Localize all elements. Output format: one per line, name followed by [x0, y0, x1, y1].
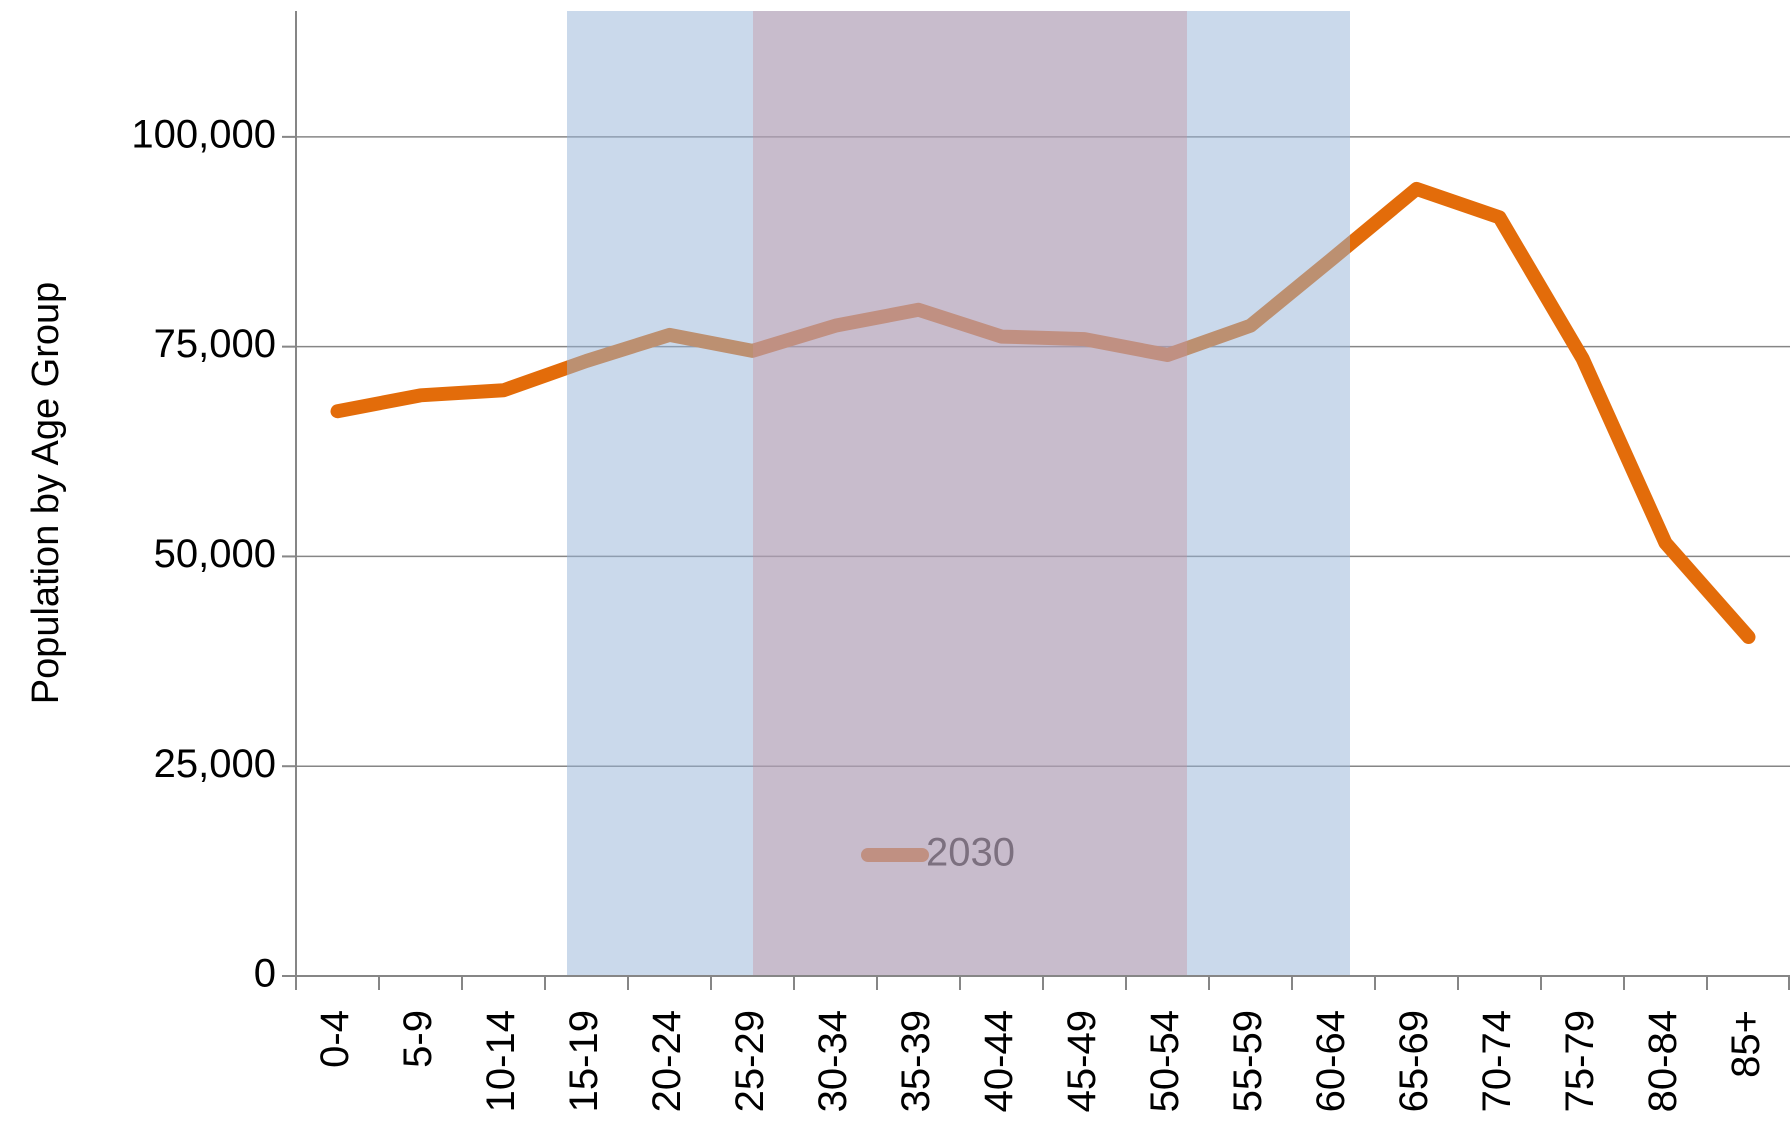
x-tick-label: 65-69	[1392, 1010, 1436, 1112]
highlight-band	[753, 11, 1187, 976]
x-tick-label: 45-49	[1060, 1010, 1104, 1112]
x-tick-label: 50-54	[1143, 1010, 1187, 1112]
x-tick-label: 35-39	[894, 1010, 938, 1112]
x-tick-label: 40-44	[977, 1010, 1021, 1112]
x-tick-label: 75-79	[1558, 1010, 1602, 1112]
x-tick-label: 30-34	[811, 1010, 855, 1112]
x-tick-label: 15-19	[562, 1010, 606, 1112]
x-tick-label: 85+	[1724, 1010, 1768, 1078]
y-tick-label: 25,000	[154, 742, 276, 786]
x-tick-label: 5-9	[396, 1010, 440, 1068]
y-tick-label: 75,000	[154, 322, 276, 366]
x-tick-label: 70-74	[1475, 1010, 1519, 1112]
axes-layer: 0 25,000 50,000 75,000 100,000 0-4 5-9 10-14 15-…	[131, 11, 1790, 1112]
x-tick-label: 0-4	[313, 1010, 357, 1068]
x-tick-label: 25-29	[728, 1010, 772, 1112]
x-tick-label: 20-24	[645, 1010, 689, 1112]
x-tick-label: 60-64	[1309, 1010, 1353, 1112]
y-tick-label: 100,000	[131, 112, 276, 156]
x-tick-label: 55-59	[1226, 1010, 1270, 1112]
highlight-band	[567, 11, 1350, 976]
x-tick-label: 10-14	[479, 1010, 523, 1112]
y-tick-label: 0	[254, 952, 276, 996]
x-tick-label: 80-84	[1641, 1010, 1685, 1112]
y-axis-title: Population by Age Group	[25, 282, 67, 705]
y-tick-label: 50,000	[154, 532, 276, 576]
